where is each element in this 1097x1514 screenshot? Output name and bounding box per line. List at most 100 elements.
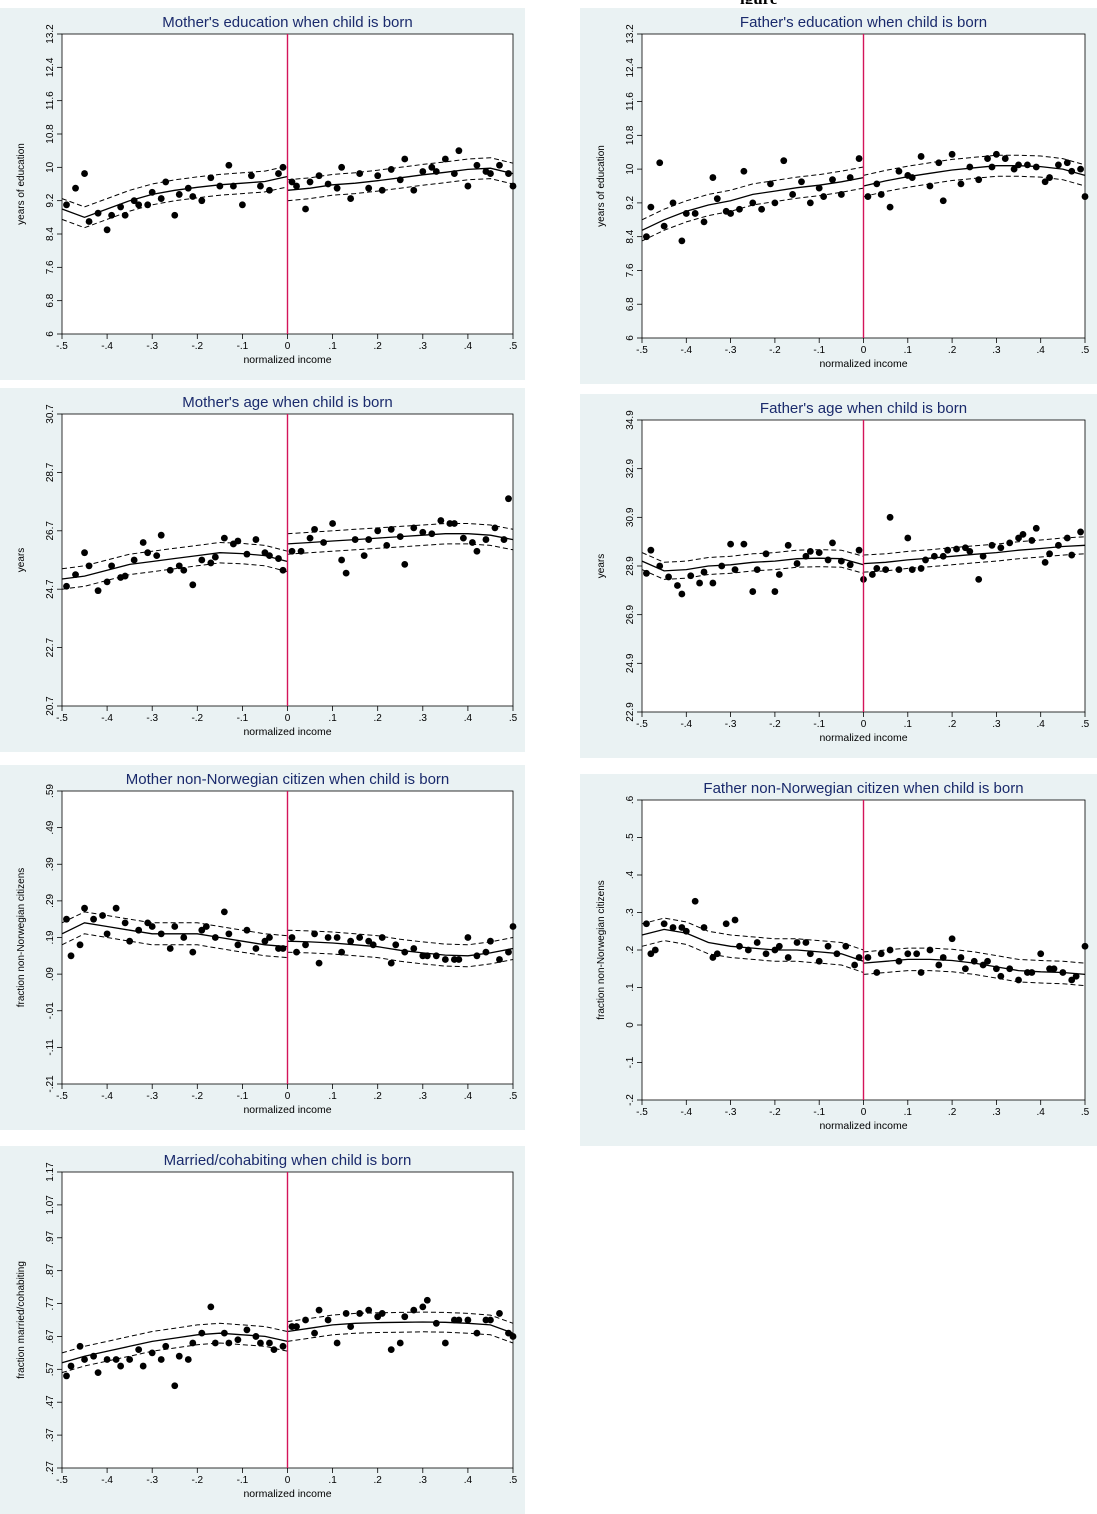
x-tick-label: -.4 (101, 1091, 113, 1102)
y-tick-label: 9.2 (45, 193, 56, 207)
data-point (441, 1339, 449, 1347)
data-point (329, 520, 336, 527)
data-point (302, 941, 309, 949)
data-point (727, 540, 734, 548)
data-point (342, 1310, 350, 1317)
data-point (464, 934, 472, 941)
ci-lower-right (287, 951, 514, 968)
x-tick-label: .5 (509, 713, 518, 724)
data-point (864, 954, 872, 961)
x-tick-label: .4 (464, 713, 473, 724)
y-tick-label: 28.7 (45, 462, 56, 482)
data-point (99, 912, 106, 919)
data-point (288, 178, 296, 186)
data-point (261, 937, 269, 945)
data-point (824, 556, 832, 564)
y-axis-label: years of education (596, 145, 607, 227)
y-tick-label: 10.8 (625, 125, 636, 145)
data-point (727, 210, 734, 217)
data-point (1063, 159, 1071, 167)
data-point (324, 934, 332, 941)
y-tick-label: 26.9 (625, 604, 636, 624)
y-tick-label: .1 (625, 983, 636, 992)
y-tick-label: 34.9 (625, 410, 636, 430)
ci-upper-right (863, 947, 1086, 964)
data-point (189, 1339, 197, 1347)
data-point (153, 552, 161, 560)
data-point (1068, 976, 1076, 984)
data-point (815, 184, 823, 192)
data-point (984, 957, 991, 965)
chart-svg: Mother's age when child is born -.5 -.4 -.3… (16, 394, 518, 738)
x-tick-label: .1 (904, 719, 913, 730)
chart-panel-father-education: Father's education when child is born -.5… (580, 8, 1097, 384)
y-tick-label: .5 (625, 833, 636, 842)
x-tick-label: .2 (948, 719, 957, 730)
ci-upper-right (287, 157, 514, 181)
y-axis-label: fraction married/cohabiting (16, 1261, 27, 1379)
y-tick-label: 10 (45, 161, 56, 173)
data-point (829, 176, 836, 184)
data-point (63, 1372, 70, 1380)
data-point (266, 186, 273, 194)
data-point (419, 528, 427, 536)
data-point (234, 1336, 242, 1344)
data-point (139, 539, 147, 546)
data-point (687, 572, 695, 580)
data-point (175, 191, 183, 198)
x-tick-label: .5 (509, 1091, 518, 1102)
data-point (293, 182, 300, 190)
data-point (669, 199, 677, 207)
data-point (944, 546, 952, 554)
x-tick-label: -.1 (237, 1091, 249, 1102)
x-tick-label: .3 (992, 345, 1001, 356)
data-point (365, 1306, 373, 1314)
chart-svg: Mother non-Norwegian citizen when child … (16, 771, 518, 1116)
data-point (410, 186, 418, 194)
chart-title: Father's age when child is born (760, 400, 967, 417)
data-point (505, 948, 512, 956)
data-point (189, 948, 197, 956)
x-tick-label: .5 (1081, 719, 1090, 730)
data-point (387, 525, 395, 533)
data-point (473, 952, 481, 960)
data-point (464, 1316, 472, 1324)
data-point (935, 961, 943, 969)
x-tick-label: -.5 (636, 719, 648, 730)
data-point (94, 587, 102, 595)
y-tick-label: .6 (625, 795, 636, 804)
ci-lower-left (61, 562, 288, 590)
y-tick-label: .47 (45, 1395, 56, 1409)
data-point (837, 557, 845, 565)
data-point (473, 547, 481, 555)
chart-svg: Married/cohabiting when child is born -.5… (16, 1152, 518, 1500)
data-point (473, 161, 481, 169)
data-point (81, 549, 88, 557)
chart-panel-married-cohabiting: Married/cohabiting when child is born -.5… (0, 1146, 525, 1514)
data-point (85, 218, 93, 225)
y-tick-label: 9.2 (625, 196, 636, 210)
data-point (117, 203, 125, 211)
data-point (939, 552, 947, 560)
data-point (1081, 942, 1089, 950)
fit-line-right (863, 544, 1086, 565)
x-axis-label: normalized income (243, 354, 331, 366)
data-point (815, 957, 823, 965)
data-point (347, 1323, 355, 1330)
data-point (643, 233, 650, 241)
data-point (1050, 965, 1058, 973)
x-tick-label: .4 (1037, 1107, 1046, 1118)
data-point (656, 159, 664, 167)
data-point (961, 965, 969, 973)
data-point (162, 178, 170, 186)
data-point (419, 1303, 427, 1311)
x-tick-label: .2 (374, 1475, 383, 1486)
data-point (771, 946, 779, 954)
data-point (505, 170, 512, 177)
data-point (935, 159, 943, 167)
y-axis-label: fraction non-Norwegian citizens (596, 880, 607, 1020)
y-tick-label: .49 (45, 820, 56, 834)
x-tick-label: -.5 (56, 341, 68, 352)
data-point (437, 517, 445, 524)
data-point (171, 1382, 179, 1390)
